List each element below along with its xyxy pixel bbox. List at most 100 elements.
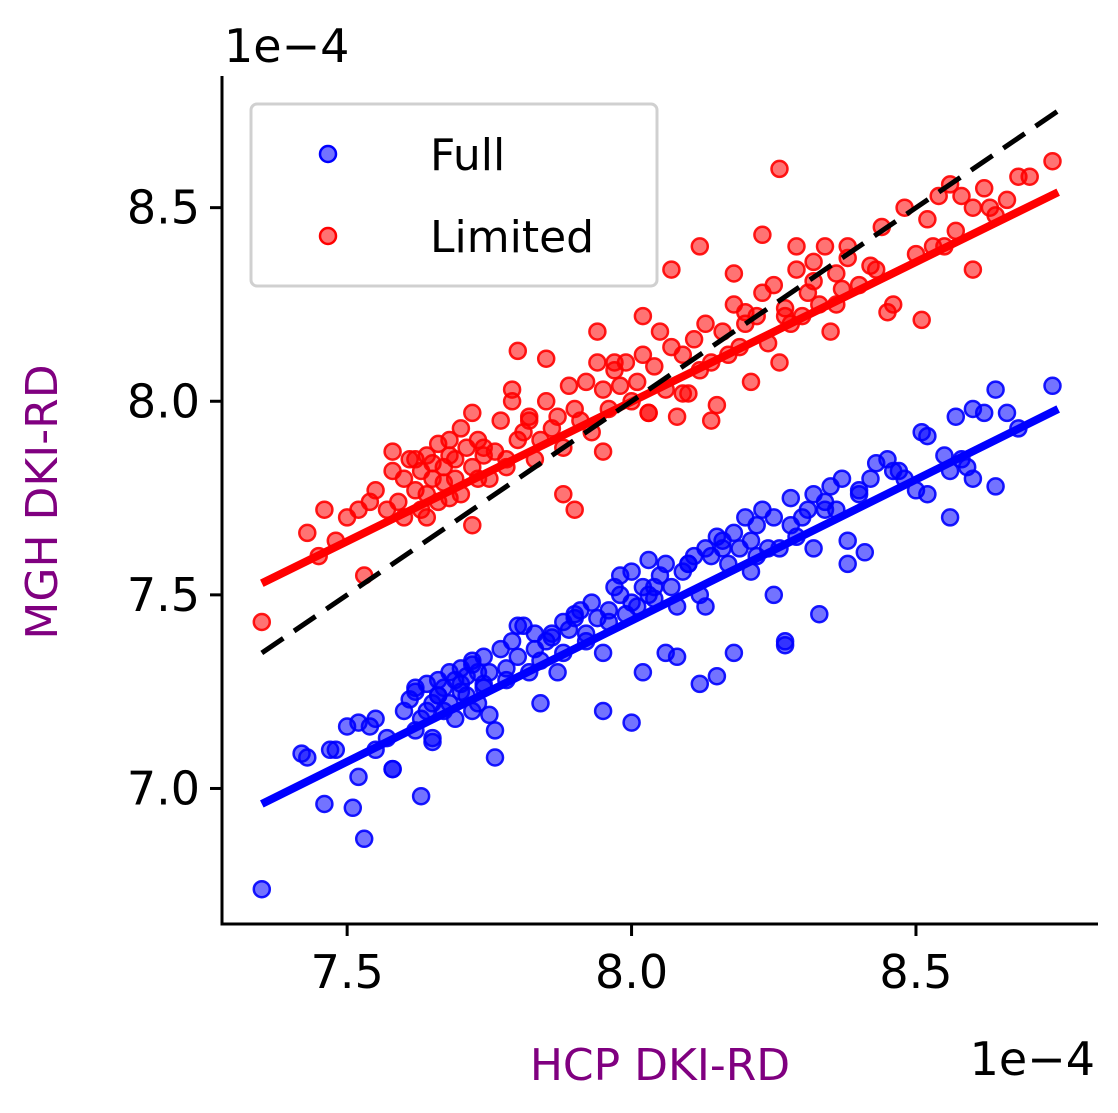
point-limited (673, 384, 693, 403)
point-limited (406, 450, 425, 469)
point-full (548, 663, 567, 682)
point-full (593, 643, 613, 663)
legend-marker-limited (318, 226, 338, 246)
point-limited (684, 330, 704, 349)
point-full (406, 678, 425, 698)
point-limited (753, 225, 772, 245)
y-tick-label: 8.5 (127, 181, 200, 235)
point-full (741, 531, 761, 550)
point-limited (593, 442, 613, 461)
point-limited (912, 310, 931, 330)
point-limited (1043, 151, 1062, 171)
point-full (383, 759, 402, 779)
point-limited (963, 260, 983, 279)
point-full (781, 515, 801, 535)
point-limited (974, 179, 994, 198)
point-limited (764, 275, 784, 295)
y-tick-label: 8.0 (127, 374, 200, 428)
legend-marker-full (318, 144, 338, 164)
point-full (343, 798, 363, 818)
y-offset-text: 1e−4 (224, 19, 349, 73)
point-limited (548, 407, 567, 426)
point-full (707, 666, 727, 686)
point-full (485, 748, 505, 767)
y-axis-label: MGH DKI-RD (17, 364, 68, 639)
point-full (542, 624, 562, 643)
identity-line (260, 108, 1060, 656)
point-limited (508, 341, 528, 361)
point-full (861, 469, 880, 488)
point-full (679, 554, 698, 574)
x-tick-label: 8.0 (595, 945, 668, 999)
point-limited (451, 419, 471, 438)
point-limited (610, 376, 630, 396)
point-limited (701, 411, 721, 430)
point-full (326, 740, 346, 760)
x-tick-label: 7.5 (311, 945, 384, 999)
point-limited (918, 210, 937, 229)
point-limited (696, 314, 715, 334)
point-limited (315, 500, 334, 519)
point-limited (440, 446, 459, 465)
point-limited (298, 523, 317, 543)
fit-line-full (260, 405, 1060, 808)
point-full (508, 616, 528, 636)
point-full (349, 767, 368, 787)
point-full (639, 550, 658, 570)
point-full (832, 469, 852, 488)
point-limited (389, 492, 408, 512)
point-limited (952, 186, 971, 206)
point-limited (536, 392, 556, 411)
point-limited (667, 407, 687, 426)
legend: Full Limited (249, 102, 659, 288)
point-limited (463, 403, 482, 423)
point-limited (633, 345, 653, 365)
point-full (622, 713, 641, 732)
point-limited (707, 395, 727, 415)
point-limited (1020, 167, 1039, 186)
point-limited (650, 322, 670, 341)
point-limited (394, 469, 414, 488)
point-limited (463, 515, 482, 535)
point-full (315, 794, 334, 814)
point-limited (593, 380, 613, 399)
fit-line-limited (260, 188, 1060, 587)
point-full (815, 500, 835, 519)
point-limited (588, 353, 607, 372)
point-limited (787, 260, 806, 279)
point-full (423, 732, 442, 752)
point-limited (627, 372, 647, 392)
point-limited (804, 252, 823, 272)
point-full (918, 484, 937, 504)
point-full (502, 632, 522, 651)
point-limited (491, 411, 510, 430)
point-full (633, 663, 653, 682)
point-limited (383, 442, 402, 461)
point-full (918, 426, 937, 446)
x-offset-text: 1e−4 (970, 1032, 1095, 1086)
point-full (775, 632, 795, 651)
point-limited (878, 302, 897, 322)
point-limited (724, 264, 744, 283)
point-limited (588, 322, 607, 341)
x-tick-label: 8.5 (879, 945, 952, 999)
point-limited (662, 260, 681, 279)
legend-label-full: Full (430, 130, 505, 181)
point-full (838, 554, 857, 574)
point-full (411, 786, 431, 806)
point-full (764, 585, 784, 605)
point-full (781, 488, 801, 508)
point-limited (963, 198, 983, 217)
point-limited (417, 508, 437, 527)
point-full (354, 829, 374, 849)
point-full (940, 508, 960, 527)
point-full (724, 523, 744, 543)
point-full (667, 647, 687, 667)
point-full (463, 655, 482, 674)
point-full (662, 577, 681, 597)
y-tick-label: 7.0 (127, 761, 200, 815)
point-limited (639, 403, 658, 423)
point-limited (997, 190, 1017, 210)
